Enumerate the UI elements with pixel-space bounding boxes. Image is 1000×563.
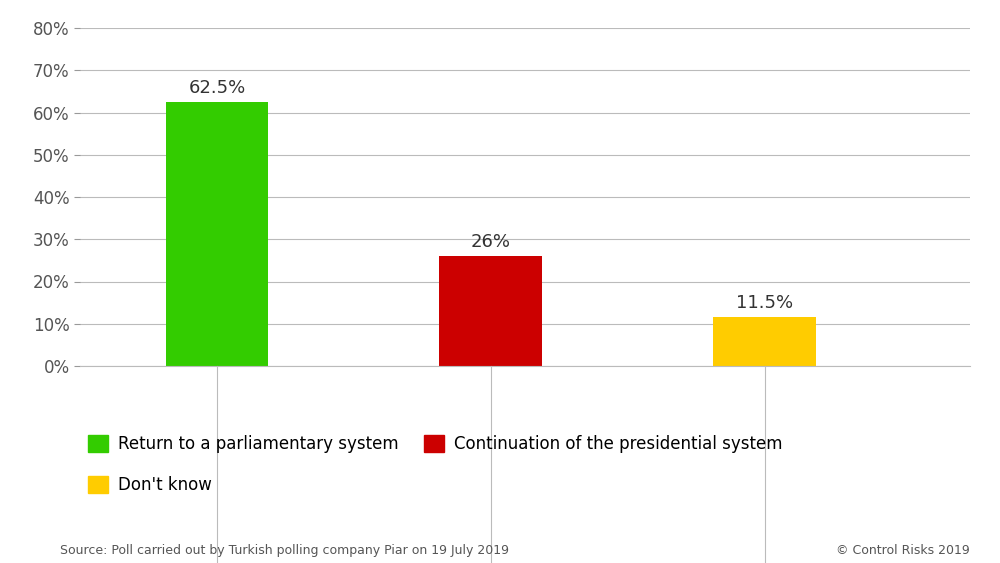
Bar xyxy=(439,256,542,366)
Text: 11.5%: 11.5% xyxy=(736,294,793,312)
Bar xyxy=(713,318,816,366)
Text: © Control Risks 2019: © Control Risks 2019 xyxy=(836,544,970,557)
Bar xyxy=(166,102,268,366)
Legend: Don't know: Don't know xyxy=(88,476,212,494)
Text: 62.5%: 62.5% xyxy=(188,79,246,97)
Text: Source: Poll carried out by Turkish polling company Piar on 19 July 2019: Source: Poll carried out by Turkish poll… xyxy=(60,544,509,557)
Text: 26%: 26% xyxy=(471,233,511,251)
